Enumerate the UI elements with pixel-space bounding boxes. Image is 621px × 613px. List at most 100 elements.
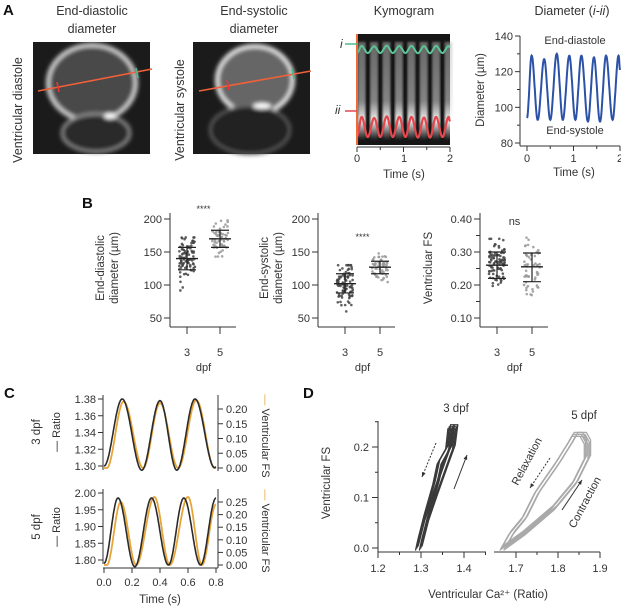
x-axis-label: Time (s) [383, 169, 425, 181]
data-point [218, 227, 222, 230]
segment-label-3dpf: 3 dpf [443, 403, 469, 415]
left-axis-label-text: Ratio [51, 412, 63, 438]
data-point [385, 262, 389, 265]
panel-c-traces: 1.301.321.341.361.380.000.050.100.150.20… [31, 394, 271, 606]
data-point [524, 244, 527, 247]
data-point [497, 237, 501, 241]
data-point [492, 269, 496, 272]
x-tick-label: 1.7 [508, 563, 523, 575]
data-point [214, 255, 217, 258]
panel-label-c: C [4, 385, 15, 402]
data-point [499, 254, 502, 258]
contraction-arrow [453, 454, 468, 490]
data-point [487, 272, 491, 276]
x-tick-label: 1 [570, 153, 576, 165]
image-title-line: End-diastolic [56, 4, 128, 18]
series-line-fs [104, 496, 217, 566]
data-point [488, 270, 491, 273]
kymogram-trace-i [356, 44, 451, 55]
significance-label: **** [196, 204, 211, 214]
x-tick-label: 5 [217, 347, 223, 359]
data-point [377, 252, 381, 255]
data-point [531, 287, 534, 291]
kymogram-streak [382, 42, 391, 140]
y-axis-label: Ventricular FS [321, 447, 333, 520]
data-point [533, 254, 537, 258]
data-point [348, 280, 352, 283]
scatter-plot: 50 100 150 200 3 5 dpf End-systolic diameter (µm… [259, 213, 395, 374]
kymogram-title: Kymogram [374, 4, 434, 18]
marker-label-ii: ii [335, 103, 341, 117]
data-point [493, 243, 497, 246]
data-point [216, 255, 220, 258]
data-point [492, 256, 496, 260]
right-y-tick-label: 0.10 [226, 535, 247, 547]
loop-trace [505, 431, 592, 547]
y-tick-label: 0.1 [354, 493, 369, 505]
data-point [341, 267, 344, 270]
series-line-ratio [103, 497, 217, 568]
data-point [347, 296, 351, 300]
row-label: 5 dpf [31, 513, 43, 539]
data-point [527, 256, 531, 259]
heart-outline [46, 43, 138, 154]
data-point [523, 264, 527, 267]
y-axis-label: End-diastolic [95, 235, 107, 301]
data-point [385, 275, 389, 279]
data-point [526, 243, 530, 247]
diameter-series-line [526, 52, 621, 123]
data-point [346, 263, 350, 267]
x-tick-label: 5 [377, 347, 383, 359]
data-point [372, 256, 376, 259]
y-axis-label: Diameter (µm) [475, 53, 487, 127]
right-y-tick-label: 0.20 [226, 510, 247, 522]
data-point [525, 236, 528, 239]
row-label: 3 dpf [31, 418, 43, 444]
x-tick-label: 1.8 [550, 563, 565, 575]
data-point [491, 281, 495, 285]
significance-label: ns [509, 216, 521, 228]
data-point [350, 294, 354, 298]
data-point [529, 293, 532, 296]
y-tick-label: 200 [292, 214, 310, 226]
data-point [348, 273, 352, 277]
data-point [536, 263, 540, 267]
data-point [537, 248, 540, 252]
scatter-plot: 0.10 0.20 0.30 0.40 3 5 dpf Ventricluar FS ns [423, 213, 548, 374]
legend-line-ratio: — [51, 438, 63, 452]
data-point [490, 269, 493, 273]
data-point [349, 263, 352, 267]
data-point [190, 249, 194, 253]
data-point [489, 257, 493, 261]
x-axis-label: Time (s) [553, 167, 595, 179]
x-tick-label: 0 [524, 153, 530, 165]
right-y-tick-label: 0.15 [226, 522, 247, 534]
data-point [382, 276, 386, 280]
data-point [178, 249, 181, 253]
data-point [380, 278, 383, 282]
loop-trace [503, 435, 589, 551]
data-point [500, 249, 504, 252]
right-y-tick-label: 0.05 [226, 448, 247, 460]
data-point [337, 292, 341, 296]
y-axis-label: diameter (µm) [109, 232, 121, 304]
data-point [226, 220, 229, 224]
image-ylabel: Ventricular diastole [11, 57, 25, 163]
data-point [500, 261, 503, 264]
x-tick-label: 3 [184, 347, 190, 359]
annotation-end-diastole: End-diastole [544, 35, 605, 47]
data-point [496, 283, 500, 286]
data-point [178, 261, 182, 265]
series-line-fs [104, 399, 216, 469]
kymogram-streak [407, 42, 416, 140]
data-point [178, 275, 182, 278]
data-point [183, 251, 186, 255]
right-y-tick-label: 0.05 [226, 547, 247, 559]
data-point [524, 288, 528, 292]
trace-plot: 1.801.851.901.952.000.000.050.100.150.20… [31, 488, 271, 606]
y-tick-label: 50 [298, 313, 310, 325]
x-tick-label: 2 [447, 153, 453, 165]
data-point [371, 262, 375, 266]
data-point [340, 294, 343, 297]
